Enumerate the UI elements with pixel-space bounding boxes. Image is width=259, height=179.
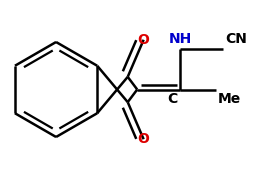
Text: O: O [138, 132, 149, 146]
Text: C: C [167, 92, 178, 106]
Text: CN: CN [225, 32, 247, 46]
Text: O: O [138, 33, 149, 47]
Text: Me: Me [218, 92, 241, 106]
Text: NH: NH [168, 32, 192, 46]
